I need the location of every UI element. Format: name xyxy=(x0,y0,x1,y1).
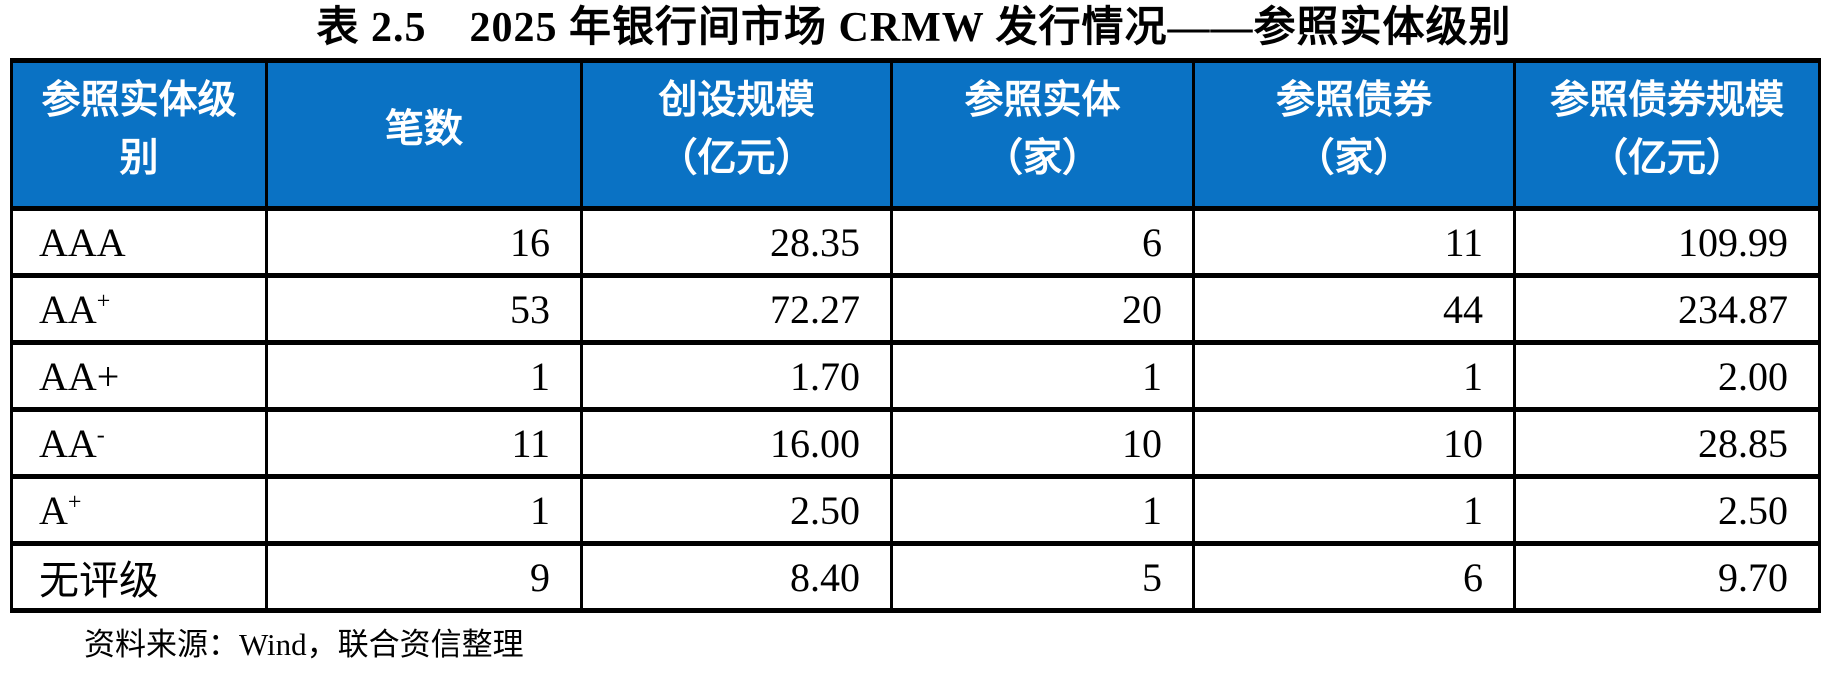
header-line: 创设规模 xyxy=(658,78,815,122)
bonds-cell: 6 xyxy=(1192,541,1516,613)
entities-cell: 5 xyxy=(890,541,1195,613)
count-cell: 53 xyxy=(265,273,583,345)
rating-cell: AA+ xyxy=(10,273,268,345)
rating-superscript: + xyxy=(67,489,82,516)
creation-scale-cell: 28.35 xyxy=(580,206,893,278)
bond-scale-cell: 109.99 xyxy=(1513,206,1821,278)
creation-scale-cell: 72.27 xyxy=(580,273,893,345)
bond-scale-cell: 9.70 xyxy=(1513,541,1821,613)
entities-cell: 10 xyxy=(890,407,1195,479)
table-row: AA- 11 16.00 10 10 28.85 xyxy=(10,407,1821,479)
rating-superscript: + xyxy=(96,288,111,315)
bond-scale-cell: 2.50 xyxy=(1513,474,1821,546)
creation-scale-cell: 16.00 xyxy=(580,407,893,479)
header-cell-bonds: 参照债券 （家） xyxy=(1192,58,1516,211)
header-line: 参照实体 xyxy=(964,78,1121,122)
header-cell-count: 笔数 xyxy=(265,58,583,211)
creation-scale-cell: 1.70 xyxy=(580,340,893,412)
header-cell-rating: 参照实体级 别 xyxy=(10,58,268,211)
rating-text: AA xyxy=(39,286,97,332)
header-line: （亿元） xyxy=(658,136,815,180)
count-cell: 11 xyxy=(265,407,583,479)
rating-cell: 无评级 xyxy=(10,541,268,613)
creation-scale-cell: 2.50 xyxy=(580,474,893,546)
entities-cell: 1 xyxy=(890,340,1195,412)
count-cell: 1 xyxy=(265,340,583,412)
bond-scale-cell: 234.87 xyxy=(1513,273,1821,345)
crmw-issuance-table: 参照实体级 别 笔数 创设规模 （亿元） 参照实体 （家） 参照债券 （家 xyxy=(10,58,1821,613)
rating-text: AA xyxy=(39,420,97,466)
entities-cell: 6 xyxy=(890,206,1195,278)
header-cell-bond-scale: 参照债券规模 （亿元） xyxy=(1513,58,1821,211)
rating-cell: AA+ xyxy=(10,340,268,412)
header-line: （家） xyxy=(1295,136,1413,180)
header-line: 参照债券规模 xyxy=(1549,78,1784,122)
bond-scale-cell: 2.00 xyxy=(1513,340,1821,412)
rating-cell: AAA xyxy=(10,206,268,278)
source-note: 资料来源：Wind，联合资信整理 xyxy=(84,627,524,662)
creation-scale-cell: 8.40 xyxy=(580,541,893,613)
entities-cell: 20 xyxy=(890,273,1195,345)
bond-scale-cell: 28.85 xyxy=(1513,407,1821,479)
count-cell: 16 xyxy=(265,206,583,278)
table-row: A+ 1 2.50 1 1 2.50 xyxy=(10,474,1821,546)
bonds-cell: 1 xyxy=(1192,474,1516,546)
rating-text: A xyxy=(39,487,68,533)
entities-cell: 1 xyxy=(890,474,1195,546)
rating-cell: AA- xyxy=(10,407,268,479)
header-line: （亿元） xyxy=(1588,136,1745,180)
table-title: 表 2.5 2025 年银行间市场 CRMW 发行情况——参照实体级别 xyxy=(316,5,1512,51)
rating-text: 无评级 xyxy=(39,558,159,603)
table-row: AAA 16 28.35 6 11 109.99 xyxy=(10,206,1821,278)
header-row: 参照实体级 别 笔数 创设规模 （亿元） 参照实体 （家） 参照债券 （家 xyxy=(10,58,1821,211)
count-cell: 1 xyxy=(265,474,583,546)
header-cell-creation-scale: 创设规模 （亿元） xyxy=(580,58,893,211)
bonds-cell: 11 xyxy=(1192,206,1516,278)
rating-cell: A+ xyxy=(10,474,268,546)
header-line: 参照债券 xyxy=(1275,78,1432,122)
header-line: 别 xyxy=(119,136,159,180)
bonds-cell: 44 xyxy=(1192,273,1516,345)
table-row: 无评级 9 8.40 5 6 9.70 xyxy=(10,541,1821,613)
rating-text: AAA xyxy=(39,219,126,265)
header-cell-entities: 参照实体 （家） xyxy=(890,58,1195,211)
header-line: 参照实体级 xyxy=(41,78,237,122)
bonds-cell: 10 xyxy=(1192,407,1516,479)
header-line: （家） xyxy=(983,136,1101,180)
rating-text: AA+ xyxy=(39,353,120,399)
rating-superscript: - xyxy=(96,422,105,449)
header-line: 笔数 xyxy=(384,107,463,151)
bonds-cell: 1 xyxy=(1192,340,1516,412)
count-cell: 9 xyxy=(265,541,583,613)
table-row: AA+ 1 1.70 1 1 2.00 xyxy=(10,340,1821,412)
table-row: AA+ 53 72.27 20 44 234.87 xyxy=(10,273,1821,345)
